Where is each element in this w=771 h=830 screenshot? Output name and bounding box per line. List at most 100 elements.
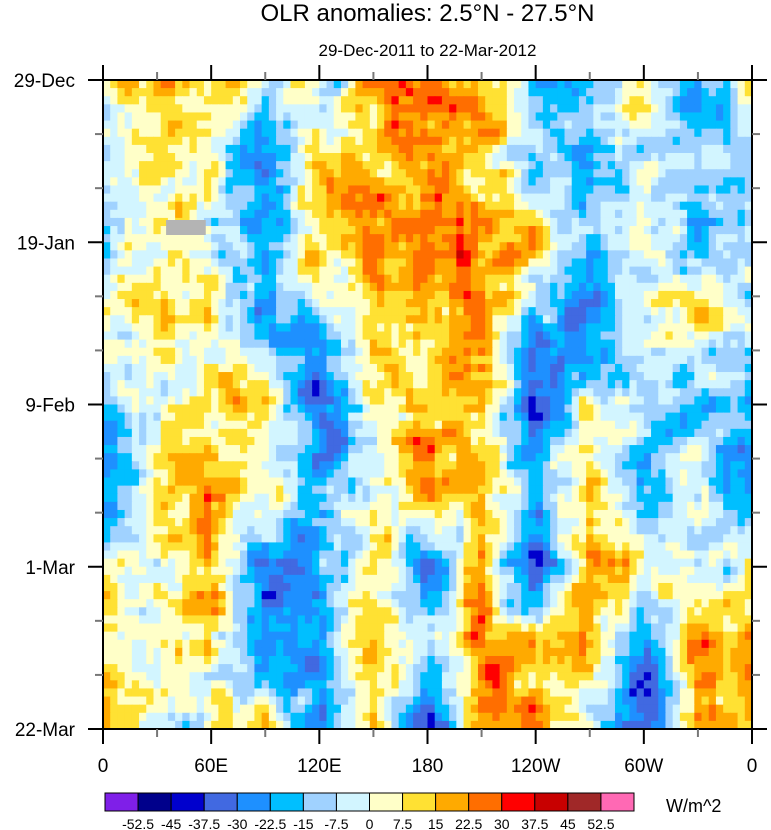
heatmap-cell [232, 274, 241, 284]
heatmap-cell [413, 315, 421, 324]
heatmap-cell [535, 331, 544, 341]
heatmap-cell [614, 234, 623, 243]
heatmap-cell [218, 453, 227, 462]
heatmap-cell [384, 153, 393, 162]
heatmap-cell [283, 420, 292, 430]
heatmap-cell [607, 412, 616, 422]
heatmap-cell [413, 144, 421, 154]
heatmap-cell [240, 477, 248, 487]
heatmap-cell [557, 501, 566, 511]
heatmap-cell [694, 120, 703, 130]
heatmap-cell [225, 412, 234, 422]
heatmap-cell [232, 104, 241, 114]
heatmap-cell [420, 396, 429, 406]
heatmap-cell [463, 404, 472, 414]
heatmap-cell [535, 185, 544, 195]
heatmap-cell [578, 436, 587, 446]
heatmap-cell [333, 120, 342, 130]
heatmap-cell [283, 112, 292, 122]
heatmap-cell [175, 234, 183, 243]
heatmap-cell [362, 234, 371, 243]
heatmap-cell [247, 485, 256, 495]
heatmap-cell [434, 226, 443, 235]
heatmap-cell [261, 493, 270, 503]
heatmap-cell [117, 331, 126, 341]
heatmap-cell [182, 420, 191, 430]
heatmap-cell [139, 331, 147, 341]
heatmap-cell [268, 153, 277, 162]
heatmap-cell [586, 258, 594, 268]
heatmap-cell [470, 331, 479, 341]
heatmap-cell [744, 323, 753, 333]
heatmap-cell [651, 445, 659, 454]
heatmap-cell [103, 307, 111, 316]
heatmap-cell [203, 501, 212, 511]
heatmap-cell [723, 88, 731, 97]
heatmap-cell [542, 299, 551, 308]
heatmap-cell [139, 493, 147, 503]
heatmap-cell [737, 501, 746, 511]
heatmap-cell [593, 501, 602, 511]
heatmap-cell [744, 363, 753, 373]
heatmap-cell [261, 526, 270, 535]
heatmap-cell [319, 282, 328, 292]
heatmap-cell [362, 266, 371, 276]
heatmap-cell [117, 396, 126, 406]
heatmap-cell [470, 250, 479, 260]
heatmap-cell [276, 274, 284, 284]
heatmap-cell [232, 363, 241, 373]
heatmap-cell [254, 461, 263, 470]
heatmap-cell [297, 104, 306, 114]
heatmap-cell [477, 363, 486, 373]
heatmap-cell [614, 363, 623, 373]
heatmap-cell [384, 501, 393, 511]
heatmap-cell [744, 201, 753, 211]
heatmap-cell [333, 282, 342, 292]
heatmap-cell [398, 453, 407, 462]
heatmap-cell [261, 177, 270, 187]
heatmap-cell [550, 250, 558, 260]
heatmap-cell [110, 388, 119, 397]
heatmap-cell [398, 258, 407, 268]
heatmap-cell [550, 120, 558, 130]
heatmap-cell [434, 518, 443, 527]
heatmap-cell [240, 104, 248, 114]
heatmap-cell [398, 177, 407, 187]
heatmap-cell [456, 307, 465, 316]
heatmap-cell [521, 493, 530, 503]
heatmap-cell [333, 404, 342, 414]
heatmap-cell [521, 477, 530, 487]
heatmap-cell [506, 112, 515, 122]
heatmap-cell [564, 258, 573, 268]
heatmap-cell [564, 485, 573, 495]
heatmap-cell [189, 461, 198, 470]
heatmap-cell [160, 266, 169, 276]
heatmap-cell [514, 104, 522, 114]
heatmap-cell [355, 226, 364, 235]
heatmap-cell [744, 80, 753, 89]
heatmap-cell [391, 80, 400, 89]
heatmap-cell [232, 453, 241, 462]
heatmap-cell [636, 388, 645, 397]
heatmap-cell [304, 88, 313, 97]
heatmap-cell [290, 355, 299, 365]
heatmap-cell [607, 250, 616, 260]
heatmap-cell [326, 469, 335, 479]
heatmap-cell [715, 501, 724, 511]
heatmap-cell [110, 209, 119, 219]
heatmap-cell [319, 161, 328, 170]
heatmap-cell [499, 201, 508, 211]
heatmap-cell [369, 526, 378, 535]
heatmap-cell [528, 347, 537, 357]
heatmap-cell [232, 88, 241, 97]
heatmap-cell [319, 80, 328, 89]
heatmap-cell [514, 331, 522, 341]
heatmap-cell [564, 428, 573, 438]
heatmap-cell [463, 509, 472, 519]
heatmap-cell [124, 299, 133, 308]
heatmap-cell [384, 388, 393, 397]
heatmap-cell [232, 128, 241, 138]
heatmap-cell [160, 347, 169, 357]
heatmap-cell [622, 258, 631, 268]
heatmap-cell [175, 461, 183, 470]
